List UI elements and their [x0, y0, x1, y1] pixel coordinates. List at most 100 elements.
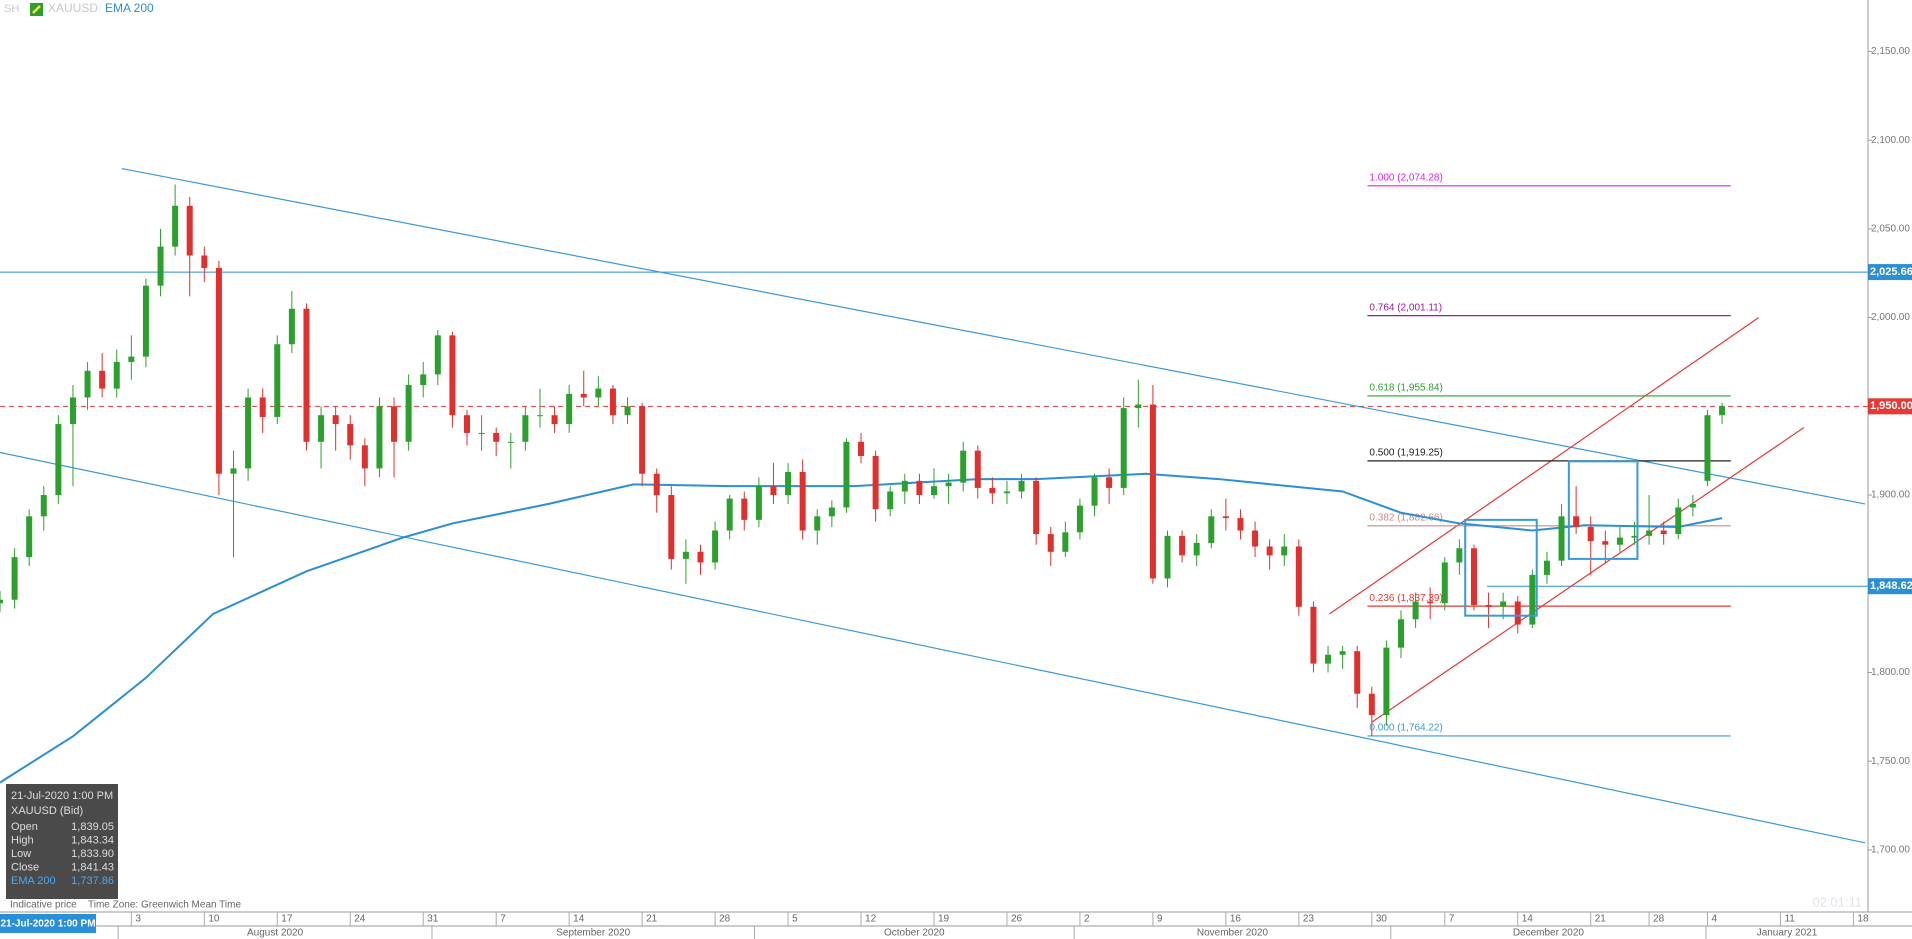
x-tick-label: 17 — [281, 914, 293, 925]
candle-body — [989, 487, 996, 494]
x-tick-label: 10 — [208, 914, 220, 925]
candle-body — [858, 441, 865, 456]
candle-body — [931, 486, 937, 496]
candle-body — [26, 516, 33, 558]
y-tick-label: 2,100.00 — [1871, 135, 1910, 146]
x-tick-label: 18 — [1857, 914, 1869, 925]
candle-body — [245, 397, 252, 469]
candle-body — [464, 415, 470, 433]
info-panel: 21-Jul-2020 1:00 PM XAUUSD (Bid) Open 1,8… — [6, 784, 118, 899]
x-tick-label: 26 — [1011, 914, 1023, 925]
candle-body — [1689, 503, 1696, 508]
info-row-value: 1,833.90 — [71, 848, 114, 860]
fib-label: 0.500 (1,919.25) — [1369, 448, 1442, 459]
trendline — [121, 167, 1866, 505]
cursor-date: 21-Jul-2020 1:00 PM — [0, 919, 95, 930]
candle-body — [347, 424, 354, 446]
x-tick-label: 16 — [1230, 914, 1242, 925]
candle-body — [1339, 651, 1346, 655]
y-tick-label: 1,800.00 — [1871, 667, 1910, 678]
cursor-date-box — [0, 914, 96, 933]
candle-body — [1383, 647, 1390, 716]
candle-body — [945, 482, 952, 487]
candle-body — [712, 530, 719, 563]
month-label: November 2020 — [1197, 928, 1269, 939]
candle-body — [1120, 408, 1127, 488]
candle-body — [99, 370, 106, 389]
candle-body — [1587, 526, 1594, 542]
price-label: 2,025.66 — [1870, 266, 1912, 278]
month-label: January 2021 — [1757, 928, 1818, 939]
candle-body — [1018, 480, 1025, 492]
x-tick-label: 11 — [1784, 914, 1795, 925]
trendline — [1329, 317, 1759, 615]
candle-body — [391, 406, 398, 442]
candle-body — [186, 205, 193, 256]
y-tick-label: 2,150.00 — [1871, 46, 1910, 57]
candle-body — [1106, 477, 1113, 488]
candle-body — [887, 491, 894, 510]
x-tick-label: 31 — [427, 914, 439, 925]
trendline — [1371, 427, 1805, 723]
candle-body — [624, 406, 631, 416]
candle-body — [1062, 532, 1069, 552]
y-tick-label: 1,700.00 — [1871, 845, 1910, 856]
candle-body — [536, 415, 543, 417]
candle-body — [40, 495, 47, 517]
candle-body — [1310, 606, 1317, 664]
candle-body — [1529, 574, 1536, 625]
info-row-value: 1,843.34 — [71, 834, 114, 846]
price-label-box — [1868, 398, 1912, 415]
candle-body — [405, 385, 412, 442]
candle-body — [551, 415, 558, 425]
candle-body — [318, 415, 325, 442]
x-tick-label: 12 — [865, 914, 877, 925]
candle-body — [770, 486, 777, 496]
month-label: September 2020 — [556, 928, 630, 939]
candle-body — [449, 335, 456, 416]
indicator-label: EMA 200 — [105, 1, 154, 15]
candle-body — [288, 308, 295, 345]
info-row-value: 1,841.43 — [71, 861, 114, 873]
x-tick-label: 14 — [573, 914, 585, 925]
x-tick-label: 3 — [135, 914, 141, 925]
symbol-icon-mark — [32, 5, 41, 14]
price-label-box — [1868, 264, 1912, 281]
candle-body — [1427, 601, 1434, 604]
candle-body — [1252, 530, 1259, 547]
candle-body — [1237, 518, 1244, 531]
x-tick-label: 28 — [1653, 914, 1665, 925]
box-drawing — [1464, 518, 1538, 617]
candle-body — [1573, 516, 1580, 527]
candle-body — [1281, 546, 1288, 556]
candle-body — [1047, 534, 1054, 552]
x-tick-label: 14 — [1522, 914, 1534, 925]
candle-body — [1631, 535, 1638, 538]
trendline — [0, 451, 1866, 844]
candle-body — [84, 370, 91, 398]
candle-body — [1033, 480, 1040, 535]
candle-body — [142, 285, 149, 357]
candle-body — [639, 406, 646, 474]
info-row-value: 1,839.05 — [71, 821, 114, 833]
candle-body — [201, 255, 208, 268]
candle-body — [361, 445, 368, 469]
box-drawing — [1567, 460, 1639, 560]
candle-body — [741, 498, 748, 520]
x-tick-label: 7 — [1449, 914, 1455, 925]
candle-body — [755, 486, 762, 520]
candle-body — [785, 471, 792, 496]
fib-label: 0.382 (1,882.66) — [1369, 512, 1442, 523]
candle-body — [1266, 546, 1273, 556]
candle-body — [1179, 535, 1186, 556]
info-row-label: Close — [11, 861, 39, 873]
candle-body — [1091, 477, 1098, 506]
candle-body — [580, 393, 587, 398]
x-tick-label: 2 — [1084, 914, 1090, 925]
candle-body — [1485, 605, 1492, 607]
plot-area: 1.000 (2,074.28) 0.764 (2,001.11) 0.618 (1… — [0, 167, 1868, 844]
candle-body — [814, 516, 821, 531]
candle-body — [420, 374, 427, 386]
